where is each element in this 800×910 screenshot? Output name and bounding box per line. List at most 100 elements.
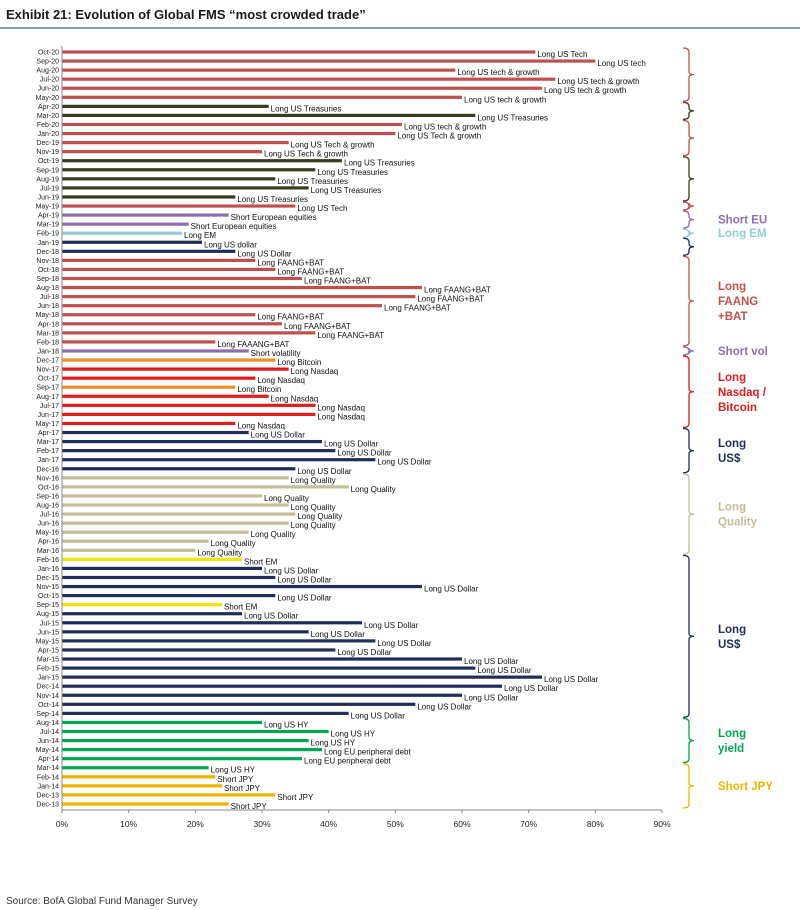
bar-data-label: Long US Dollar	[544, 675, 599, 684]
bar	[62, 784, 222, 788]
month-tick-label: Jul-16	[40, 512, 59, 519]
bar-data-label: Short volatility	[251, 349, 301, 358]
month-tick-label: Jul-15	[40, 620, 59, 627]
bar	[62, 403, 316, 407]
bar	[62, 150, 262, 154]
month-tick-label: Jul-14	[40, 729, 59, 736]
month-tick-label: Apr-18	[38, 321, 59, 328]
bar	[62, 59, 596, 63]
month-tick-label: Nov-17	[36, 367, 59, 374]
bar	[62, 458, 376, 462]
x-tick-label: 90%	[653, 819, 670, 829]
month-tick-label: Dec-17	[36, 358, 59, 365]
month-tick-label: Jan-19	[38, 240, 60, 247]
month-tick-label: Feb-18	[37, 339, 59, 346]
bar	[62, 421, 236, 426]
group-label: Short JPY	[718, 781, 773, 793]
bar	[62, 249, 236, 253]
group-bracket	[682, 156, 695, 202]
month-tick-label: Sep-18	[36, 276, 59, 283]
group-label: Short EU	[718, 215, 767, 227]
x-tick-label: 50%	[387, 819, 404, 829]
month-tick-label: Oct-17	[38, 376, 59, 383]
bar-data-label: Short EM	[224, 603, 258, 612]
bar-data-label: Long EU peripheral debt	[324, 748, 412, 757]
bar-data-label: Long US Dollar	[337, 648, 392, 657]
bar-data-label: Long Nasdaq	[317, 403, 365, 412]
bar-data-label: Short EM	[244, 557, 278, 566]
month-tick-label: Oct-15	[38, 593, 59, 600]
month-tick-label: Sep-15	[36, 602, 59, 609]
bar-data-label: Long FAANG+BAT	[277, 267, 344, 276]
month-tick-label: Nov-14	[36, 693, 59, 700]
bar	[62, 231, 182, 235]
bar-data-label: Long US Dollar	[244, 612, 299, 621]
bar	[62, 349, 249, 353]
group-label: Quality	[718, 517, 758, 529]
group-label: yield	[718, 743, 744, 755]
group-bracket	[682, 346, 695, 356]
bar	[62, 204, 296, 208]
bar-data-label: Long US Treasuries	[237, 195, 308, 204]
month-tick-label: May-20	[36, 95, 59, 102]
bar-data-label: Long US Dollar	[364, 621, 419, 630]
bar	[62, 141, 289, 145]
bar	[62, 439, 322, 444]
bar-data-label: Long US Treasuries	[271, 104, 342, 113]
month-tick-label: Jan-18	[38, 348, 60, 355]
bar	[62, 494, 262, 498]
bar	[62, 657, 462, 661]
group-bracket	[682, 355, 695, 429]
bar	[62, 702, 416, 706]
bar-data-label: Long FAANG+BAT	[257, 258, 324, 267]
bar-data-label: Long US Dollar	[237, 249, 292, 258]
bar-data-label: Long US Dollar	[477, 666, 532, 675]
month-tick-label: Apr-17	[38, 430, 59, 437]
bar-data-label: Long US tech & growth	[544, 86, 626, 95]
bar	[62, 213, 229, 217]
month-tick-label: Mar-14	[37, 765, 59, 772]
month-tick-label: Aug-17	[36, 394, 59, 401]
bar	[62, 711, 349, 715]
bar	[62, 766, 209, 770]
bar-data-label: Long Quality	[251, 530, 296, 539]
group-label: Long EM	[718, 228, 767, 240]
group-bracket	[682, 201, 695, 211]
month-tick-label: Jun-15	[38, 629, 60, 636]
month-tick-label: Mar-20	[37, 113, 59, 120]
month-tick-label: Mar-18	[37, 330, 59, 337]
month-tick-label: Nov-16	[36, 475, 59, 482]
group-bracket	[682, 119, 695, 157]
month-tick-label: Jul-18	[40, 294, 59, 301]
x-tick-label: 10%	[120, 819, 137, 829]
month-tick-label: Jan-20	[38, 131, 60, 138]
month-tick-label: Aug-15	[36, 611, 59, 618]
bar	[62, 720, 262, 725]
x-tick-label: 20%	[187, 819, 204, 829]
bar	[62, 693, 462, 697]
bar-data-label: Long US Dollar	[464, 657, 519, 666]
bar	[62, 684, 502, 688]
bar	[62, 177, 276, 181]
bar	[62, 122, 402, 127]
month-tick-label: Mar-17	[37, 439, 59, 446]
month-tick-label: May-19	[36, 204, 59, 211]
bar-data-label: Long US HY	[264, 720, 309, 729]
bar	[62, 666, 476, 670]
month-tick-label: Apr-20	[38, 104, 59, 111]
bar-data-label: Long FAANG+BAT	[257, 313, 324, 322]
bar	[62, 757, 302, 761]
group-label: Long	[718, 502, 746, 514]
group-bracket	[682, 717, 695, 764]
bar-data-label: Long US Tech & growth	[397, 132, 481, 141]
month-tick-label: Aug-16	[36, 503, 59, 510]
group-bracket	[682, 228, 695, 238]
month-tick-label: Dec-13	[36, 801, 59, 808]
group-bracket	[682, 473, 695, 555]
month-tick-label: Jan-16	[38, 566, 60, 573]
month-tick-label: Oct-19	[38, 158, 59, 165]
bar-data-label: Long US Dollar	[377, 458, 432, 467]
x-axis: 0% 10% 20% 30% 40% 50% 60% 70% 80% 90%	[56, 46, 671, 829]
bar	[62, 621, 362, 625]
bar-data-label: Long US Dollar	[277, 575, 332, 584]
